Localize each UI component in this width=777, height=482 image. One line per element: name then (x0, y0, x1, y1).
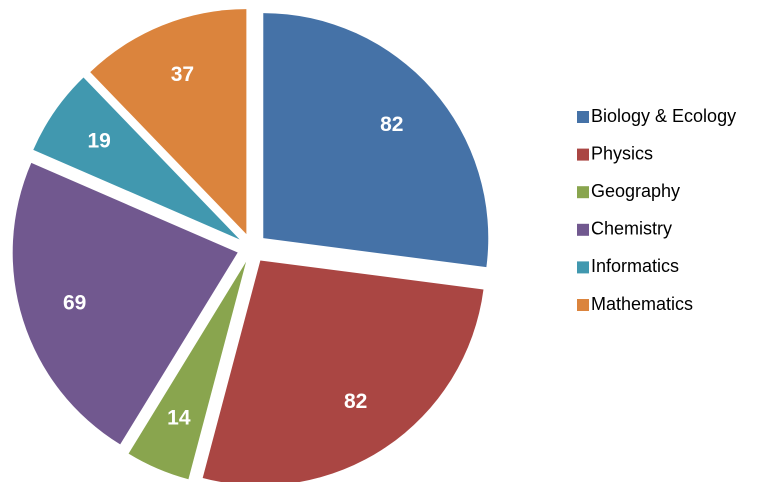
data-label: 69 (63, 292, 86, 315)
legend-swatch (577, 223, 589, 236)
data-label: 19 (87, 130, 110, 153)
legend-label: Chemistry (591, 219, 672, 239)
data-label: 37 (171, 63, 194, 86)
legend-label: Physics (591, 143, 653, 163)
legend-label: Biology & Ecology (591, 106, 736, 126)
pie-slice (12, 162, 238, 445)
legend-swatch (577, 148, 589, 161)
legend-label: Mathematics (591, 294, 693, 314)
pie-slice (263, 13, 489, 268)
legend-swatch (577, 186, 589, 199)
pie-slice (128, 261, 247, 480)
pie-slice (90, 9, 247, 235)
legend-swatch (577, 111, 589, 123)
legend-label: Geography (591, 181, 680, 201)
legend-swatch (577, 299, 589, 311)
data-label: 82 (380, 113, 403, 136)
pie-slice (202, 260, 484, 482)
data-label: 82 (344, 390, 367, 413)
pie-slice (33, 77, 240, 240)
data-label: 14 (167, 407, 191, 430)
legend-swatch (577, 261, 589, 274)
legend-label: Informatics (591, 256, 679, 276)
